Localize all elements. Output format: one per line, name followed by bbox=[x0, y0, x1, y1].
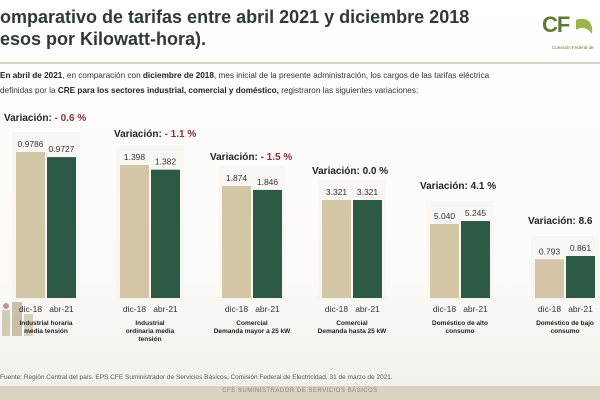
bar-2-dic-18 bbox=[120, 165, 149, 298]
group-label-line1: Industrial horaria bbox=[19, 320, 72, 327]
bar-value-label: 0.861 bbox=[570, 243, 592, 253]
cfe-logo: CF Comisión Federal de bbox=[542, 12, 598, 58]
intro-text-4: , mes inicial de la presente administrac… bbox=[213, 71, 490, 80]
bar-6-dic-18 bbox=[535, 259, 564, 298]
bar-4-abr-21 bbox=[353, 200, 382, 298]
variation-label-6: Variación: 8.6 bbox=[528, 216, 593, 227]
bar-1-dic-18 bbox=[16, 152, 45, 298]
group-label-line1: Doméstico de alto bbox=[432, 320, 488, 327]
bar-category-label: dic-18 bbox=[433, 304, 456, 314]
logo-subtitle: Comisión Federal de bbox=[552, 45, 594, 50]
variation-label-3: Variación: - 1.5 % bbox=[210, 152, 293, 163]
bar-5-dic-18 bbox=[430, 224, 459, 298]
group-label-line1: Comercial bbox=[236, 320, 268, 327]
bar-3-dic-18 bbox=[222, 186, 251, 298]
variation-label-4: Variación: 0.0 % bbox=[312, 166, 389, 177]
bar-value-label: 1.846 bbox=[257, 177, 279, 187]
bar-value-label: 0.793 bbox=[539, 246, 561, 256]
bar-category-label: dic-18 bbox=[225, 304, 248, 314]
variation-label-5: Variación: 4.1 % bbox=[420, 181, 497, 192]
bar-category-label: abr-21 bbox=[355, 304, 380, 314]
group-label-line1: Doméstico de bajo bbox=[536, 320, 594, 327]
bar-category-label: abr-21 bbox=[463, 304, 488, 314]
bar-value-label: 1.398 bbox=[124, 152, 146, 162]
group-label-line2: consumo bbox=[551, 328, 580, 335]
group-label-line2: Demanda mayor a 25 kW bbox=[214, 328, 291, 335]
bar-6-abr-21 bbox=[566, 256, 595, 298]
bar-category-label: dic-18 bbox=[19, 304, 42, 314]
title-line-1: omparativo de tarifas entre abril 2021 y… bbox=[0, 7, 470, 27]
title-line-2: esos por Kilowatt-hora). bbox=[0, 29, 207, 49]
bar-value-label: 3.321 bbox=[357, 187, 379, 197]
source-note: Fuente: Región Central del país. EPS CFE… bbox=[0, 374, 393, 381]
footer-band bbox=[0, 386, 600, 400]
bar-category-label: dic-18 bbox=[538, 304, 561, 314]
bar-value-label: 5.040 bbox=[434, 211, 456, 221]
bar-category-label: abr-21 bbox=[49, 304, 74, 314]
intro-text-2: , en comparación con bbox=[62, 71, 143, 80]
intro-bold-1: En abril de 2021 bbox=[0, 71, 63, 80]
bar-3-abr-21 bbox=[253, 189, 282, 298]
variation-label-1: Variación: - 0.6 % bbox=[4, 113, 87, 124]
header-divider bbox=[0, 62, 600, 64]
intro-text-7: registraron las siguientes variaciones: bbox=[278, 86, 419, 95]
bar-category-label: abr-21 bbox=[568, 304, 593, 314]
group-label-line2: ordinaria media bbox=[126, 328, 175, 335]
page-title: omparativo de tarifas entre abril 2021 y… bbox=[0, 6, 520, 50]
variation-label-2: Variación: - 1.1 % bbox=[114, 129, 197, 140]
bar-value-label: 0.9786 bbox=[18, 139, 44, 149]
intro-text-5: definidas por la bbox=[0, 86, 58, 95]
group-label-line3: tensión bbox=[138, 336, 161, 343]
footer-text: CFE SUMINISTRADOR DE SERVICIOS BÁSICOS bbox=[222, 388, 378, 394]
building-decoration-icon bbox=[2, 302, 33, 336]
intro-paragraph: En abril de 2021, en comparación con dic… bbox=[0, 68, 592, 98]
bar-value-label: 1.382 bbox=[155, 157, 177, 167]
group-label-line1: Comercial bbox=[336, 320, 368, 327]
bar-value-label: 0.9727 bbox=[49, 144, 75, 154]
logo-text: CF bbox=[542, 12, 570, 37]
bar-value-label: 1.874 bbox=[226, 173, 248, 183]
intro-bold-6: CRE para los sectores industrial, comerc… bbox=[57, 86, 279, 95]
intro-bold-3: diciembre de 2018 bbox=[142, 71, 214, 80]
group-label-line1: Industrial bbox=[135, 320, 164, 327]
bar-category-label: abr-21 bbox=[255, 304, 280, 314]
group-label-line2: consumo bbox=[446, 328, 475, 335]
group-label-line2: Demanda hasta 25 kW bbox=[318, 328, 388, 335]
bar-5-abr-21 bbox=[461, 221, 490, 298]
bar-1-abr-21 bbox=[47, 157, 76, 298]
bar-category-label: abr-21 bbox=[153, 304, 178, 314]
bar-2-abr-21 bbox=[151, 169, 180, 298]
bar-value-label: 3.321 bbox=[326, 187, 348, 197]
bar-value-label: 5.245 bbox=[465, 208, 487, 218]
group-label-line2: media tensión bbox=[24, 328, 68, 335]
logo-leaf-icon bbox=[576, 18, 593, 34]
bar-category-label: dic-18 bbox=[123, 304, 146, 314]
bar-category-label: dic-18 bbox=[325, 304, 348, 314]
bar-4-dic-18 bbox=[322, 200, 351, 298]
